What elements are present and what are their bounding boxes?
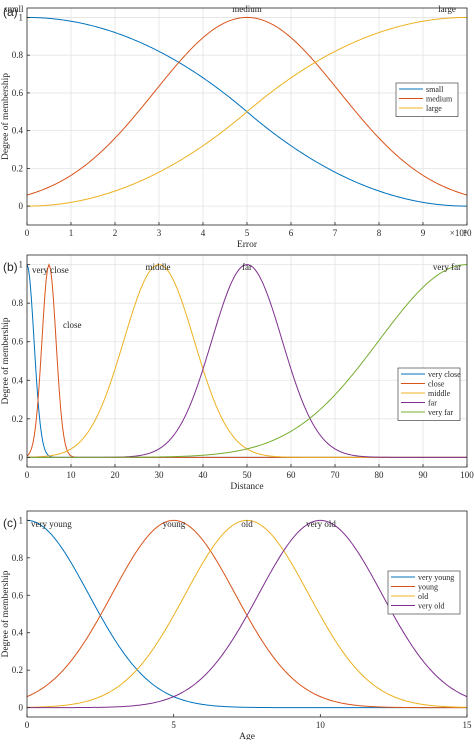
x-tick-label: 5 <box>171 720 176 730</box>
y-tick-label: 0.4 <box>12 628 24 638</box>
panel-label: (c) <box>3 516 17 530</box>
curve-label: large <box>438 4 456 14</box>
y-axis-label: Degree of membership <box>0 570 11 657</box>
curve-label: medium <box>232 4 262 14</box>
series-line-very-old <box>27 519 468 709</box>
x-tick-label: 1 <box>69 228 74 238</box>
legend-label: medium <box>426 95 453 104</box>
x-tick-label: 8 <box>377 228 382 238</box>
series-line-very-far <box>27 264 468 458</box>
x-tick-label: 10 <box>316 720 326 730</box>
x-tick-label: 7 <box>333 228 338 238</box>
x-tick-label: 80 <box>375 470 385 480</box>
y-axis-label: Degree of membership <box>0 73 11 160</box>
x-tick-label: 10 <box>67 470 77 480</box>
y-tick-label: 1 <box>19 515 24 525</box>
y-tick-label: 0.8 <box>12 50 24 60</box>
legend-label: small <box>426 85 444 94</box>
x-tick-label: 70 <box>331 470 341 480</box>
legend-label: middle <box>428 389 451 398</box>
x-tick-label: 6 <box>289 228 294 238</box>
x-tick-label: 60 <box>287 470 297 480</box>
x-tick-label: 0 <box>25 228 30 238</box>
legend-label: very far <box>428 408 453 417</box>
x-tick-label: 5 <box>245 228 250 238</box>
legend-box <box>387 570 461 615</box>
series-line-medium <box>26 16 468 196</box>
panel-label: (b) <box>3 260 18 274</box>
x-tick-label: 0 <box>25 720 30 730</box>
y-tick-label: 0.2 <box>12 163 23 173</box>
legend-label: close <box>428 380 445 389</box>
x-axis-label: Age <box>239 732 255 740</box>
y-tick-label: 0.4 <box>12 375 24 385</box>
series-line-old <box>26 519 468 708</box>
curve-label: middle <box>146 262 171 272</box>
y-tick-label: 1 <box>19 12 24 22</box>
y-tick-label: 0.8 <box>12 298 24 308</box>
x-tick-label: 3 <box>157 228 162 238</box>
legend-label: very close <box>428 370 461 379</box>
x-tick-label: 9 <box>421 228 426 238</box>
chart-panel-1: (b) 0 10 20 30 40 50 60 70 80 90 100 0 0.2 0.4 0.6 0.8 1 D… <box>0 254 474 492</box>
y-tick-label: 1 <box>19 260 24 270</box>
y-tick-label: 0.8 <box>12 553 24 563</box>
x-multiplier: ×10⁴ <box>450 228 467 238</box>
y-tick-label: 0.6 <box>12 88 24 98</box>
legend-label: old <box>418 592 428 601</box>
x-tick-label: 15 <box>463 720 473 730</box>
legend-label: very old <box>418 602 444 611</box>
y-tick-label: 0.6 <box>12 590 24 600</box>
y-tick-label: 0 <box>19 703 24 713</box>
curve-label: old <box>241 519 253 529</box>
legend-label: young <box>418 583 438 592</box>
x-tick-label: 40 <box>199 470 209 480</box>
series-line-large <box>27 16 468 207</box>
legend-label: very young <box>418 573 454 582</box>
y-tick-label: 0.2 <box>12 665 23 675</box>
x-tick-label: 20 <box>111 470 121 480</box>
y-tick-label: 0 <box>19 452 24 462</box>
y-tick-label: 0.6 <box>12 337 24 347</box>
curve-label: very old <box>306 519 336 529</box>
y-tick-label: 0.4 <box>12 126 24 136</box>
x-axis-label: Error <box>237 240 258 250</box>
y-tick-label: 0 <box>19 201 24 211</box>
x-tick-label: 100 <box>460 470 474 480</box>
chart-panel-0: (a) 0 1 2 3 4 5 6 7 8 9 10 0 0.2 0.4 0.6 0.8 1 ×10⁴ Error De… <box>0 4 472 250</box>
x-tick-label: 4 <box>201 228 206 238</box>
legend-label: far <box>428 399 437 408</box>
x-tick-label: 50 <box>243 470 253 480</box>
curve-label: very far <box>433 262 461 272</box>
panel-label: (a) <box>3 5 18 19</box>
curve-label: very young <box>31 519 72 529</box>
curve-label: very close <box>32 265 69 275</box>
y-tick-label: 0.2 <box>12 414 23 424</box>
curve-label: young <box>163 519 186 529</box>
x-axis-label: Distance <box>230 482 263 492</box>
y-axis-label: Degree of membership <box>0 317 11 404</box>
x-tick-label: 10 <box>463 228 473 238</box>
x-tick-label: 30 <box>155 470 165 480</box>
axes-box <box>26 510 468 718</box>
curve-label: close <box>63 320 82 330</box>
x-tick-label: 0 <box>25 470 30 480</box>
chart-panel-2: (c) 0 5 10 15 0 0.2 0.4 0.6 0.8 1 Age Degree of memb… <box>0 510 473 742</box>
curve-label: far <box>242 262 252 272</box>
legend-label: large <box>426 104 442 113</box>
x-tick-label: 90 <box>419 470 429 480</box>
curve-label: small <box>4 4 24 14</box>
x-tick-label: 2 <box>113 228 118 238</box>
